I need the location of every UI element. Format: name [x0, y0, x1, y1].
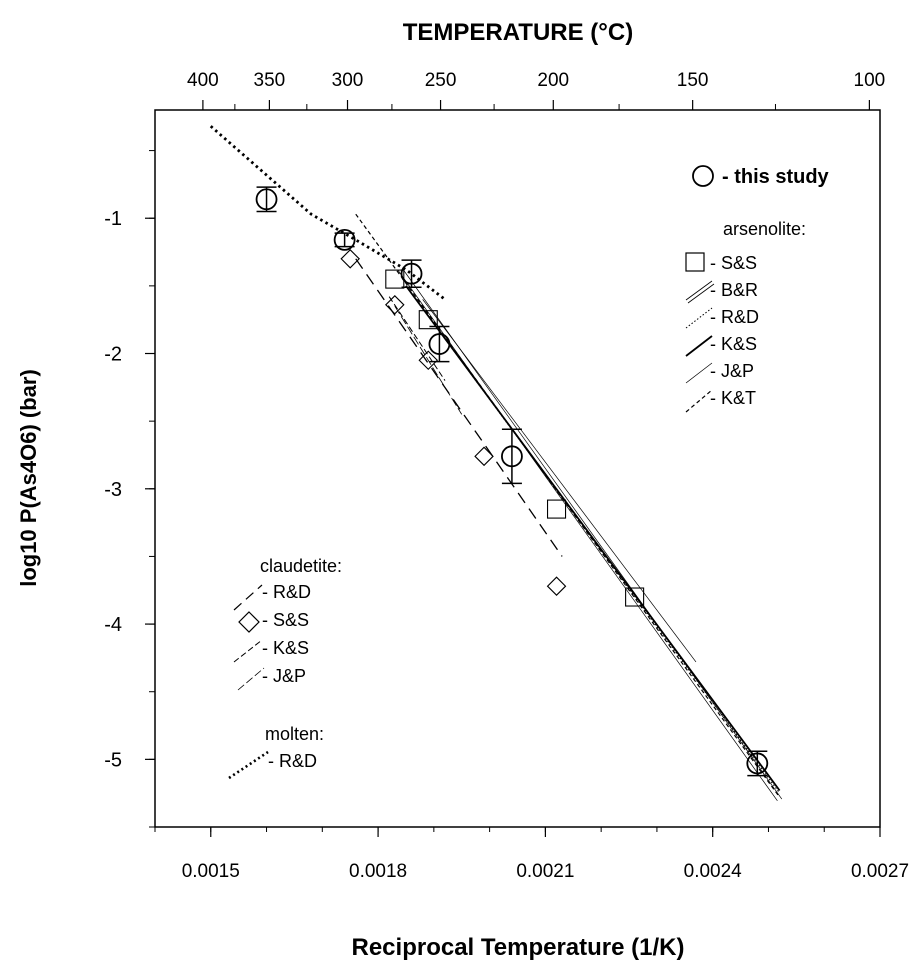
- legend-this-study: - this study: [692, 165, 830, 188]
- x-tick-label: 0.0027: [851, 861, 909, 882]
- arsenolite-br-line: [397, 270, 778, 802]
- x-tick-label: 0.0024: [684, 861, 743, 882]
- x-tick-label: 0.0018: [349, 861, 407, 882]
- arsenolite-jp-line: [422, 299, 697, 663]
- top-tick-label: 100: [854, 70, 886, 91]
- legend-rd-symbol: [685, 307, 713, 329]
- legend-arsenolite-br: - B&R: [710, 280, 758, 300]
- legend-this-study-label: - this study: [722, 166, 830, 188]
- y-tick-label: -2: [104, 344, 122, 366]
- claudetite-ss-point: [474, 446, 494, 467]
- arsenolite-ss-point: [625, 587, 645, 607]
- legend-arsenolite: arsenolite: - S&S - B&R - R&D - K&S - J&…: [685, 219, 806, 413]
- x-axis-title: Reciprocal Temperature (1/K): [352, 934, 685, 961]
- plot-frame: [154, 109, 881, 828]
- y-tick-label: -5: [104, 749, 122, 771]
- arsenolite-ss-point: [418, 310, 438, 330]
- y-axis-title: log10 P(As4O6) (bar): [16, 369, 41, 587]
- x-tick-label: 0.0015: [182, 861, 240, 882]
- legend-square-symbol: [685, 252, 705, 272]
- claudetite-ks-line: [388, 296, 446, 381]
- arsenolite-ss-point: [385, 269, 405, 289]
- top-tick-label: 150: [677, 70, 709, 91]
- molten-rd-line: [209, 125, 446, 301]
- legend-arsenolite-title: arsenolite:: [723, 219, 806, 239]
- legend-br-symbol-b: [687, 283, 715, 304]
- top-tick-label: 400: [187, 70, 219, 91]
- reference-lines: [209, 125, 783, 802]
- legend-molten: molten: - R&D: [228, 724, 324, 780]
- legend-arsenolite-kt: - K&T: [710, 388, 756, 408]
- legend-claudetite-rd: - R&D: [262, 582, 311, 602]
- legend-jp-symbol: [685, 362, 713, 384]
- legend-molten-rd-symbol: [228, 750, 269, 780]
- legend-molten-rd: - R&D: [268, 751, 317, 771]
- x-tick-label: 0.0021: [516, 861, 574, 882]
- top-tick-label: 350: [254, 70, 286, 91]
- y-tick-label: -1: [104, 208, 122, 230]
- top-axis-title: TEMPERATURE (°C): [403, 19, 633, 46]
- legend-claudetite: claudetite: - R&D - S&S - K&S - J&P: [233, 556, 342, 691]
- claudetite-jp-line: [394, 305, 463, 415]
- top-tick-label: 250: [425, 70, 457, 91]
- this-study-point: [501, 445, 523, 468]
- legend-claudetite-ks-symbol: [233, 639, 263, 663]
- legend-claudetite-rd-symbol: [233, 584, 263, 611]
- claudetite-ss-point: [385, 295, 405, 315]
- legend-arsenolite-rd: - R&D: [710, 307, 759, 327]
- this-study-point: [333, 228, 356, 251]
- top-tick-label: 200: [537, 70, 569, 91]
- legend-ks-symbol: [685, 335, 713, 357]
- legend-arsenolite-ks: - K&S: [710, 334, 757, 354]
- legend-arsenolite-ss: - S&S: [710, 253, 757, 273]
- claudetite-ss-point: [340, 249, 360, 269]
- axis-ticks: 0.0015 0.0018 0.0021 0.0024 0.0027 -1 -2 -3 -4 -5…: [104, 70, 909, 882]
- legend-kt-symbol: [685, 389, 713, 413]
- legend-claudetite-ks: - K&S: [262, 638, 309, 658]
- this-study-point: [400, 262, 423, 285]
- legend-br-symbol-a: [685, 280, 713, 301]
- data-markers: [255, 186, 769, 777]
- y-tick-label: -3: [104, 479, 122, 501]
- claudetite-ss-point: [546, 576, 567, 596]
- legend-circle-symbol: [692, 165, 714, 187]
- this-study-point: [428, 333, 451, 355]
- arsenolite-kt-line: [355, 213, 781, 798]
- legend-molten-title: molten:: [265, 724, 324, 744]
- top-tick-label: 300: [332, 70, 364, 91]
- legend-claudetite-title: claudetite:: [260, 556, 342, 576]
- this-study-point: [746, 752, 769, 775]
- y-tick-label: -4: [104, 614, 122, 636]
- legend-claudetite-jp: - J&P: [262, 666, 306, 686]
- legend-arsenolite-jp: - J&P: [710, 361, 754, 381]
- claudetite-ss-point: [418, 350, 439, 371]
- legend-diamond-symbol: [238, 611, 260, 633]
- arsenolite-ks-line: [405, 285, 781, 792]
- legend-claudetite-jp-symbol: [237, 667, 265, 691]
- legend-claudetite-ss: - S&S: [262, 610, 309, 630]
- arsenolite-ss-point: [546, 499, 567, 519]
- this-study-point: [255, 188, 278, 211]
